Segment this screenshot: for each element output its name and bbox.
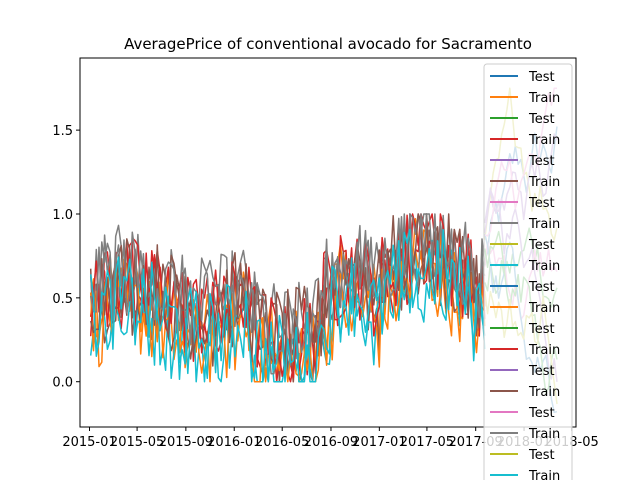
legend-label: Train	[528, 343, 560, 358]
x-tick-label: 2016-05	[255, 435, 309, 450]
x-tick-label: 2017-01	[352, 435, 406, 450]
legend-label: Test	[528, 154, 555, 169]
y-tick-label: 0.5	[52, 292, 73, 307]
x-tick-label: 2017-05	[400, 435, 454, 450]
x-tick-label: 2016-01	[207, 435, 261, 450]
legend-label: Train	[528, 91, 560, 106]
y-tick-label: 0.0	[52, 376, 73, 391]
x-tick-label: 2015-01	[62, 435, 116, 450]
legend-label: Test	[528, 196, 555, 211]
legend-label: Test	[528, 364, 555, 379]
legend-label: Test	[528, 322, 555, 337]
series-line-16-train	[89, 213, 486, 374]
legend-label: Train	[528, 259, 560, 274]
x-tick-label: 2016-09	[304, 435, 358, 450]
legend-label: Train	[528, 469, 560, 480]
legend-label: Train	[528, 427, 560, 442]
legend-label: Train	[528, 301, 560, 316]
legend-label: Test	[528, 280, 555, 295]
axes-frame	[79, 57, 577, 428]
legend-label: Test	[528, 448, 555, 463]
series-line-20-train	[89, 228, 486, 383]
chart-title: AveragePrice of conventional avocado for…	[124, 35, 532, 53]
legend-label: Train	[528, 385, 560, 400]
legend-label: Train	[528, 175, 560, 190]
legend-label: Train	[528, 217, 560, 232]
legend-label: Test	[528, 238, 555, 253]
legend-frame	[483, 63, 573, 480]
x-tick-label: 2015-05	[110, 435, 164, 450]
legend-label: Test	[528, 70, 555, 85]
legend-label: Train	[528, 133, 560, 148]
y-tick-label: 1.5	[52, 124, 73, 139]
legend-label: Test	[528, 406, 555, 421]
x-tick-label: 2015-09	[159, 435, 213, 450]
legend-label: Test	[528, 112, 555, 127]
y-tick-label: 1.0	[52, 208, 73, 223]
y-axis: 0.0 0.5 1.0 1.5	[52, 124, 80, 391]
legend: Test Train Test Train Test Train Test Train Test…	[483, 63, 573, 480]
